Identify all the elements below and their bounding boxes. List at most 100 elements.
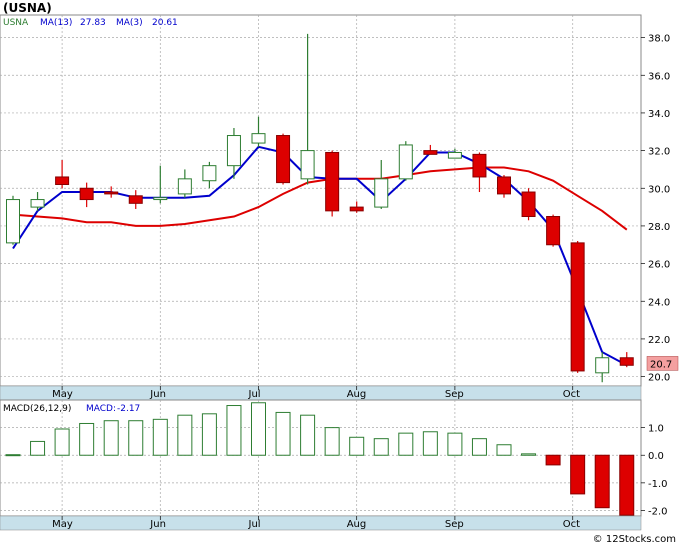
last-price-label: 20.7 (650, 359, 672, 370)
month-label: May (52, 519, 73, 530)
candle-body (55, 176, 70, 185)
macd-bar (496, 444, 512, 456)
candle-body (177, 178, 192, 195)
macd-legend: MACD(26,12,9) MACD: -2.17 (3, 404, 140, 414)
price-tick-label: 26.0 (648, 260, 670, 271)
price-panel: 38.0 36.0 34.0 32.0 30.0 28.0 26.0 24.0 22.0 20.0… (0, 14, 679, 387)
macd-bar (251, 402, 266, 456)
month-label: May (52, 389, 73, 400)
month-label: Sep (445, 389, 464, 400)
candle-body (398, 144, 413, 180)
price-tick-label: 24.0 (648, 297, 670, 308)
candle-body (226, 135, 241, 167)
month-axis-bottom: May Jun Jul Aug Sep Oct (0, 515, 642, 531)
month-label: Jul (248, 389, 261, 400)
candle (226, 127, 241, 179)
candle-body (374, 178, 389, 208)
candle (6, 195, 20, 245)
legend-ma13-value: 27.83 (80, 18, 106, 28)
macd-bar (521, 453, 537, 456)
candle-body (30, 199, 45, 208)
candle (595, 352, 610, 383)
watermark: © 12Stocks.com (593, 534, 676, 545)
macd-tick-label: -2.0 (648, 506, 668, 517)
price-plot-frame (0, 14, 642, 387)
price-tick-label: 34.0 (648, 109, 670, 120)
candle-body (472, 153, 487, 178)
candle (349, 201, 364, 213)
macd-panel: 1.0 0.0 -1.0 -2.0 MACD(26,12,9) MACD: -2.17 (0, 399, 668, 517)
candle-body (153, 197, 168, 201)
macd-bar (226, 405, 242, 456)
macd-bar (128, 420, 144, 456)
candle (202, 161, 217, 189)
macd-legend-value-label: MACD: (86, 404, 116, 414)
candle (546, 214, 561, 247)
candle (447, 148, 462, 159)
candle-body (202, 165, 217, 182)
macd-bar (570, 454, 586, 495)
macd-bar (103, 420, 119, 456)
candle-body (546, 216, 561, 246)
candle (30, 192, 45, 211)
candle (300, 33, 315, 185)
candle (104, 186, 119, 198)
macd-bar (79, 422, 95, 456)
ma13-line-group (12, 166, 628, 231)
price-tick-label: 20.0 (648, 373, 670, 384)
candle-body (251, 133, 266, 144)
price-tick-label: 36.0 (648, 71, 670, 82)
macd-bar (447, 432, 463, 456)
candle (325, 150, 340, 217)
candle (398, 141, 413, 181)
candle-body (325, 151, 340, 212)
ma13-line (12, 166, 628, 231)
macd-bar (349, 436, 365, 456)
macd-tick-label: 1.0 (648, 424, 664, 435)
macd-bar (54, 428, 70, 456)
candle-body (447, 151, 462, 159)
price-tick-label: 32.0 (648, 147, 670, 158)
candle (472, 152, 487, 193)
macd-y-axis: 1.0 0.0 -1.0 -2.0 (641, 424, 668, 517)
month-label: Oct (563, 519, 580, 530)
candle-body (619, 357, 634, 366)
price-gridlines (0, 15, 641, 386)
candle-body (300, 150, 315, 180)
price-legend: USNA MA(13) 27.83 MA(3) 20.61 (3, 18, 178, 28)
candle-body (521, 191, 536, 218)
candle-body (595, 357, 610, 374)
macd-bar (300, 414, 316, 456)
macd-legend-value: -2.17 (117, 404, 140, 414)
macd-bar (324, 427, 340, 456)
candle-body (79, 187, 94, 201)
month-label: Aug (347, 519, 367, 530)
candle-body (6, 199, 20, 244)
month-label: Jul (248, 519, 261, 530)
candle (79, 182, 94, 208)
macd-bar (30, 440, 46, 456)
macd-bar (5, 454, 21, 457)
macd-bar (545, 454, 561, 466)
candle-body (497, 176, 511, 195)
last-price-box (646, 356, 679, 371)
month-band-bottom (0, 515, 642, 531)
candle-body (349, 206, 364, 212)
candle (497, 175, 511, 198)
month-label: Jun (149, 389, 166, 400)
macd-plot-frame (0, 399, 642, 517)
candle-body (104, 191, 119, 195)
month-label: Aug (347, 389, 367, 400)
macd-bar (373, 438, 389, 456)
macd-bar (177, 414, 193, 456)
candle (55, 160, 70, 189)
macd-bar (422, 431, 438, 456)
candle (251, 116, 266, 147)
candle-body (276, 135, 291, 184)
candle (177, 169, 192, 198)
legend-ma3-label: MA(3) (116, 18, 143, 28)
candle (423, 144, 438, 155)
macd-bar (471, 438, 487, 456)
candle (374, 160, 389, 209)
